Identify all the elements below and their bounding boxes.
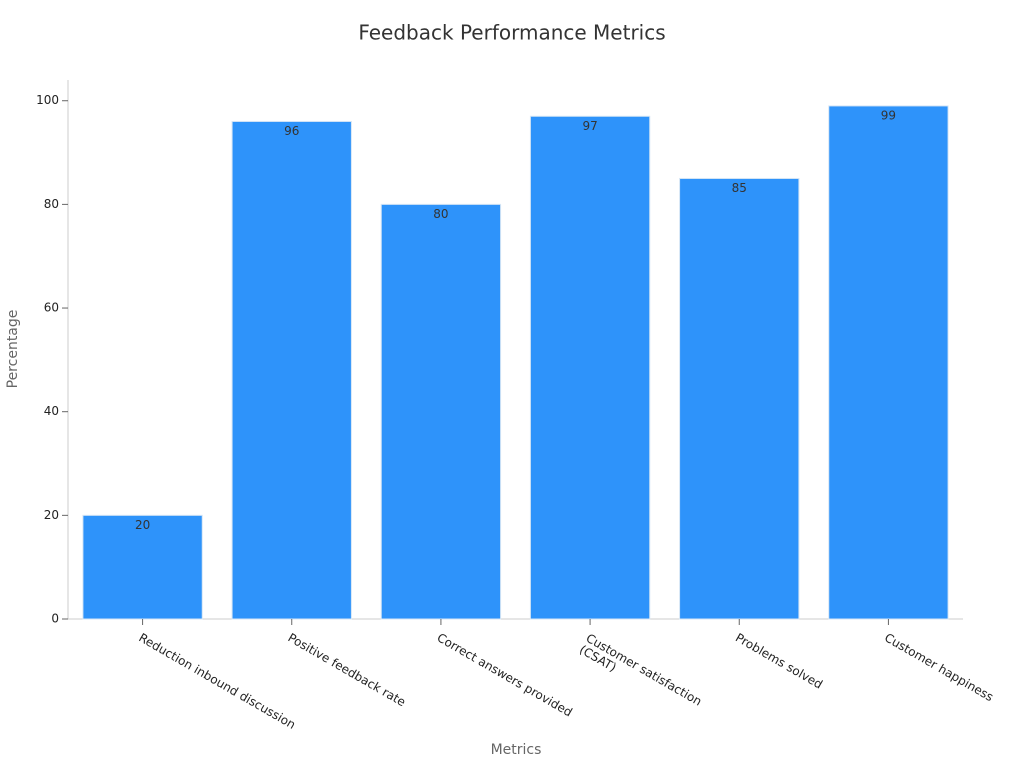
bar bbox=[231, 120, 352, 620]
bar bbox=[82, 514, 203, 620]
value-label: 97 bbox=[582, 119, 597, 133]
x-tick-label: Positive feedback rate bbox=[286, 631, 409, 710]
y-tick-label: 0 bbox=[51, 612, 59, 626]
bar bbox=[380, 203, 502, 620]
y-tick-label: 20 bbox=[44, 508, 59, 522]
x-axis-title: Metrics bbox=[491, 742, 542, 758]
value-label: 85 bbox=[732, 181, 747, 195]
y-tick-label: 80 bbox=[44, 197, 59, 211]
x-tick-label: Customer happiness bbox=[882, 631, 996, 705]
x-tick-label: Reduction inbound discussion bbox=[136, 631, 298, 732]
value-label: 80 bbox=[433, 207, 448, 221]
bar bbox=[828, 105, 949, 620]
bar bbox=[529, 115, 651, 620]
value-label: 20 bbox=[135, 518, 150, 532]
bar bbox=[679, 177, 800, 620]
value-label: 96 bbox=[284, 124, 299, 138]
x-tick-label: Customer satisfaction(CSAT) bbox=[577, 631, 704, 720]
chart-title: Feedback Performance Metrics bbox=[358, 21, 665, 45]
y-tick-label: 40 bbox=[44, 404, 59, 418]
y-tick-label: 100 bbox=[36, 93, 59, 107]
x-tick-label: Problems solved bbox=[733, 631, 825, 692]
x-tick-label: Correct answers provided bbox=[435, 631, 575, 720]
y-tick-label: 60 bbox=[44, 301, 59, 315]
value-label: 99 bbox=[881, 108, 896, 122]
y-axis-title: Percentage bbox=[5, 310, 21, 389]
